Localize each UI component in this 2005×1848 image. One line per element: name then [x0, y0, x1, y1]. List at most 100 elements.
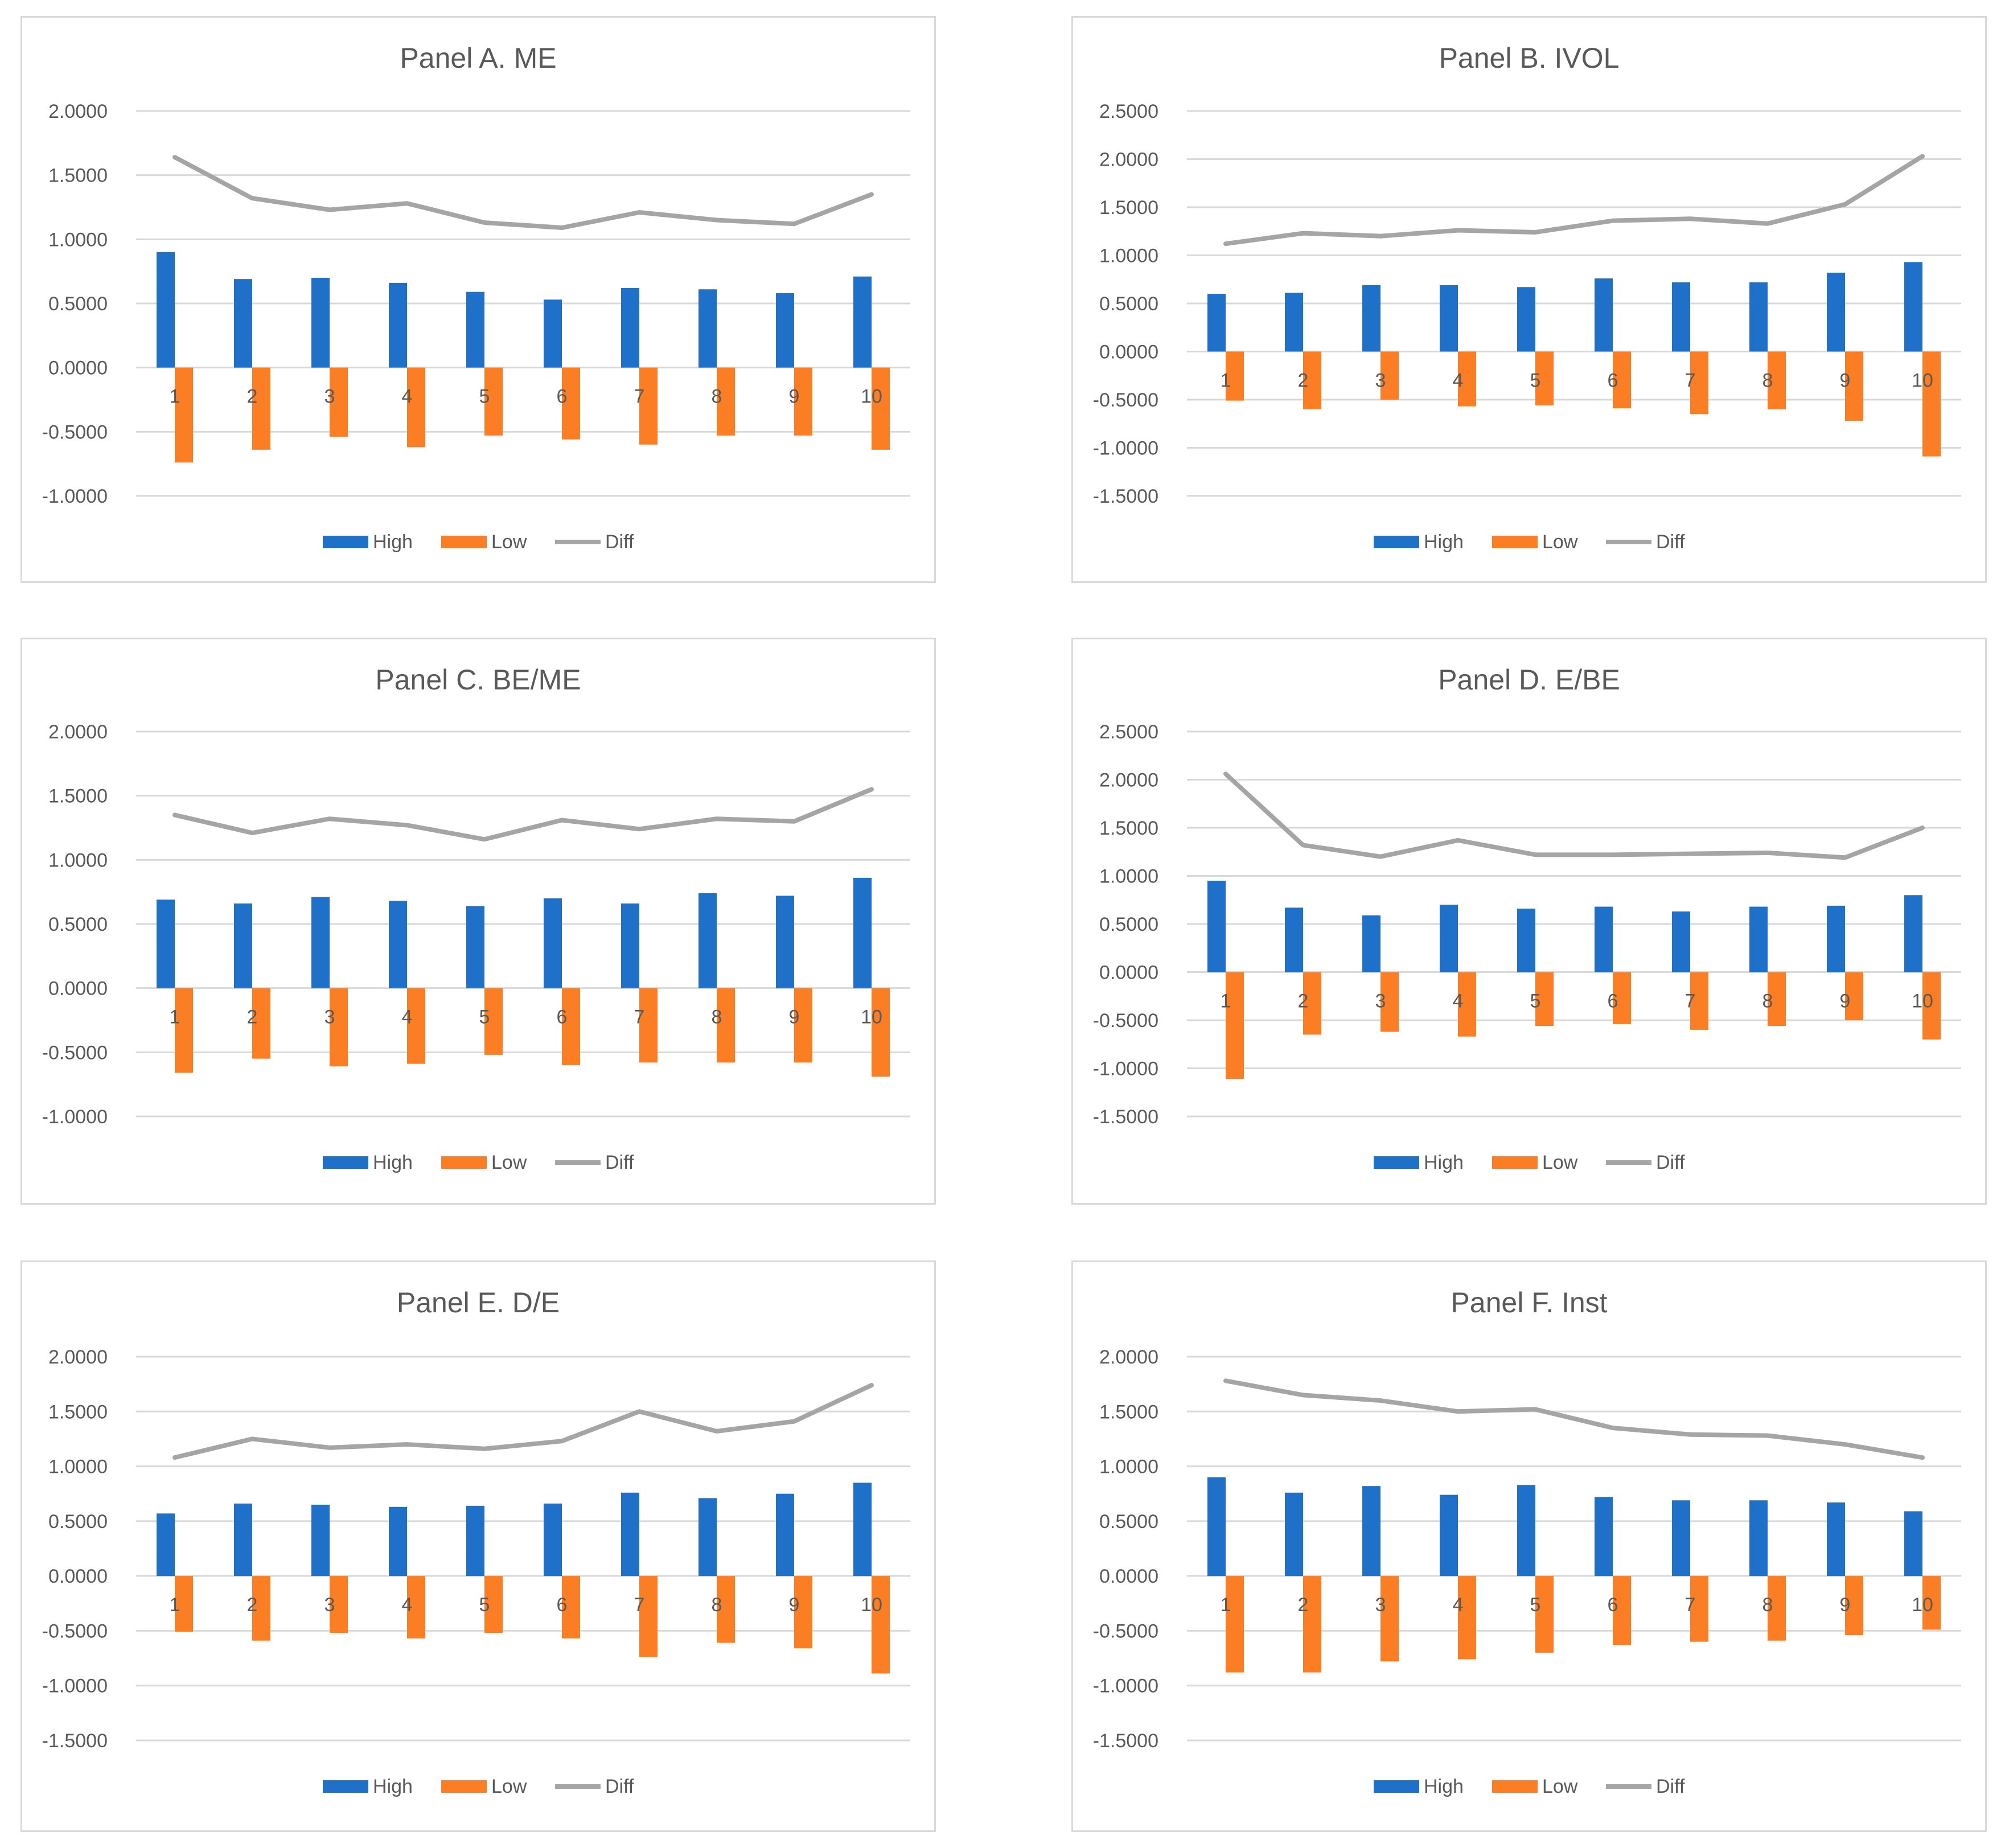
bar-low [1768, 351, 1786, 409]
x-tick-label: 5 [1530, 370, 1541, 392]
bar-high [1285, 293, 1303, 352]
legend-label: Low [491, 1152, 527, 1173]
y-tick-label: -0.5000 [1093, 1010, 1158, 1032]
bar-low [1381, 351, 1399, 400]
bar-high [1285, 1492, 1303, 1576]
bar-low [1613, 972, 1631, 1024]
y-tick-label: 1.0000 [48, 1456, 108, 1478]
y-tick-label: -1.0000 [42, 486, 108, 507]
y-tick-label: 1.5000 [1099, 197, 1158, 219]
x-tick-label: 9 [1840, 1594, 1851, 1616]
bar-low [330, 367, 348, 437]
y-tick-label: 0.0000 [1099, 962, 1158, 984]
y-tick-label: -1.0000 [42, 1106, 108, 1128]
x-tick-label: 5 [479, 1007, 490, 1028]
y-tick-label: 0.5000 [1099, 1511, 1158, 1533]
chart-svg: Panel B. IVOL 2.5000 2.0000 1.5000 1.0000 0.5… [1093, 42, 1961, 553]
legend-label: High [373, 531, 413, 553]
y-tick-label: 0.5000 [1099, 914, 1158, 935]
panel-d: Panel D. E/BE 2.5000 2.0000 1.5000 1.0000 0.5… [1071, 638, 1987, 1205]
legend-swatch [1374, 1156, 1419, 1169]
bar-low [1768, 1576, 1786, 1641]
x-tick-label: 2 [247, 1007, 258, 1028]
bar-low [1845, 972, 1863, 1020]
legend-label: High [373, 1152, 413, 1173]
bar-high [1207, 294, 1226, 352]
x-tick-label: 6 [1608, 1594, 1618, 1616]
legend-label: High [1424, 1776, 1464, 1797]
bar-high [544, 898, 562, 988]
x-tick-label: 5 [479, 1594, 490, 1616]
bar-low [252, 367, 270, 450]
y-tick-label: 0.5000 [48, 914, 108, 935]
bar-low [1458, 1576, 1476, 1660]
y-tick-label: 1.0000 [1099, 245, 1158, 267]
bar-low [794, 1576, 812, 1649]
bar-low [1381, 1576, 1399, 1662]
chart-title: Panel B. IVOL [1439, 42, 1620, 74]
bar-high [699, 289, 717, 368]
y-tick-label: -1.0000 [42, 1675, 108, 1697]
y-tick-label: 2.0000 [48, 721, 108, 743]
bar-high [1207, 880, 1226, 972]
bar-low [794, 988, 812, 1063]
panel-f: Panel F. Inst 2.0000 1.5000 1.0000 0.5000 0.0… [1071, 1260, 1987, 1832]
x-tick-label: 4 [1453, 991, 1464, 1012]
legend-swatch [441, 536, 487, 548]
bar-high [1749, 1500, 1768, 1576]
legend-swatch [441, 1780, 487, 1793]
bar-low [1303, 351, 1321, 409]
bar-low [1613, 351, 1631, 409]
x-tick-label: 1 [170, 386, 180, 408]
x-tick-label: 9 [789, 386, 800, 408]
bar-high [853, 1482, 872, 1576]
bar-low [639, 1576, 658, 1657]
legend-swatch [1492, 1156, 1538, 1169]
panel-c: Panel C. BE/ME 2.0000 1.5000 1.0000 0.5000 0.… [20, 638, 936, 1205]
x-tick-label: 1 [170, 1594, 180, 1616]
x-tick-label: 10 [861, 1594, 882, 1616]
bar-low [872, 988, 890, 1077]
x-tick-label: 1 [1221, 370, 1231, 392]
x-tick-label: 2 [1298, 1594, 1309, 1616]
bar-high [1517, 908, 1535, 972]
x-tick-label: 7 [634, 1594, 645, 1616]
bar-low [1922, 1576, 1941, 1630]
y-tick-label: -0.5000 [42, 421, 108, 443]
y-tick-label: 1.5000 [48, 165, 108, 187]
legend-label: Low [491, 531, 527, 553]
bar-high [1749, 282, 1768, 352]
line-diff [172, 1383, 874, 1460]
bar-high [466, 291, 484, 368]
x-tick-label: 4 [1453, 370, 1464, 392]
x-tick-label: 5 [1530, 1594, 1541, 1616]
bar-low [484, 1576, 503, 1633]
legend-label: High [1424, 1152, 1464, 1173]
line-diff [1223, 154, 1925, 247]
chart-svg: Panel A. ME 2.0000 1.5000 1.0000 0.5000 0.000… [42, 42, 910, 553]
bar-low [1303, 972, 1321, 1035]
y-tick-label: 0.5000 [48, 293, 108, 315]
bar-low [639, 988, 658, 1063]
y-tick-label: 2.0000 [1099, 1346, 1158, 1368]
bar-high [1440, 905, 1458, 972]
y-tick-label: 2.0000 [1099, 770, 1158, 791]
x-tick-label: 4 [402, 386, 413, 408]
x-tick-label: 7 [1685, 370, 1696, 392]
bar-high [853, 276, 872, 368]
bar-high [1749, 906, 1768, 972]
x-tick-label: 6 [557, 386, 568, 408]
bar-high [1672, 282, 1690, 352]
chart-title: Panel F. Inst [1451, 1287, 1607, 1319]
bar-high [544, 1504, 562, 1576]
y-tick-label: 1.0000 [1099, 1456, 1158, 1478]
legend-swatch [441, 1156, 487, 1169]
bar-low [1613, 1576, 1631, 1645]
x-tick-label: 3 [324, 1007, 335, 1028]
x-tick-label: 7 [1685, 991, 1696, 1012]
line-diff [172, 155, 874, 231]
legend-label: High [373, 1776, 413, 1797]
bar-low [1226, 1576, 1244, 1673]
x-tick-label: 9 [1840, 370, 1851, 392]
chart-svg: Panel C. BE/ME 2.0000 1.5000 1.0000 0.5000 0.… [42, 664, 910, 1173]
